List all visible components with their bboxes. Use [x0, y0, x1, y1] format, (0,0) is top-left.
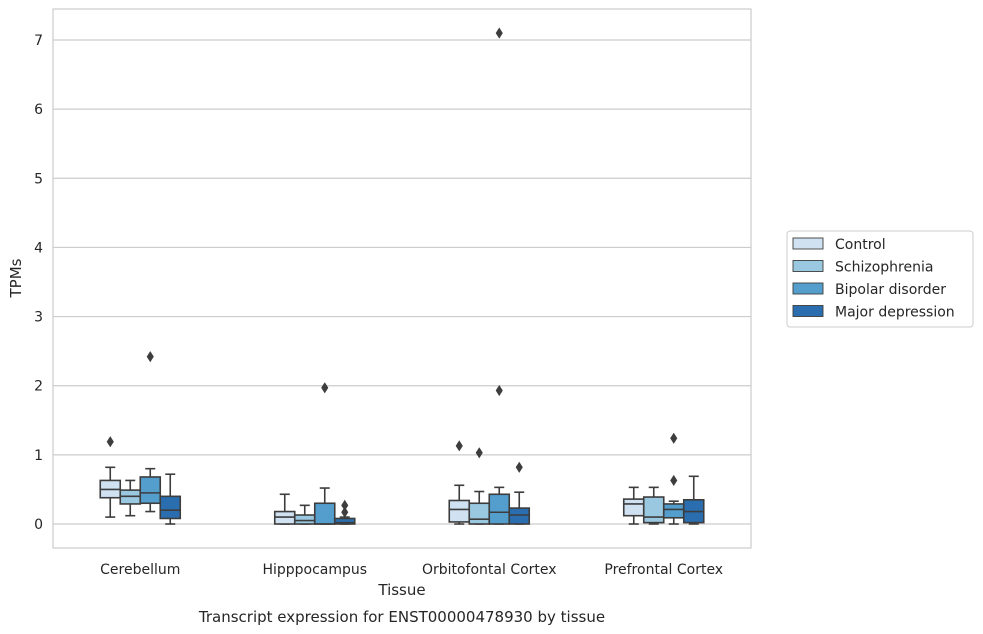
box-bipolar-disorder: [488, 27, 511, 525]
y-tick-label: 1: [34, 448, 43, 464]
legend-swatch: [792, 305, 824, 317]
outlier-marker: [321, 382, 329, 394]
box-plot-series: [99, 27, 705, 525]
x-tick-label: Hipppocampus: [262, 562, 367, 578]
y-tick-label: 4: [34, 240, 43, 256]
x-tick-label: Cerebellum: [100, 562, 180, 578]
box-control: [99, 436, 122, 518]
outlier-marker: [341, 499, 349, 511]
box-body: [508, 507, 531, 525]
box-schizophrenia: [468, 447, 491, 525]
box-control: [273, 493, 296, 525]
outlier-marker: [515, 461, 523, 473]
outlier-marker: [106, 436, 114, 448]
legend: Control Schizophrenia Bipolar disorder Majo…: [786, 230, 974, 328]
outlier-marker: [495, 384, 503, 397]
x-tick-label: Orbitofontal Cortex: [422, 562, 557, 578]
outlier-marker: [495, 27, 503, 39]
box-body: [313, 502, 336, 525]
x-axis-title: Tissue: [377, 581, 425, 599]
box-major-depression: [508, 461, 531, 525]
box-body: [139, 476, 162, 505]
chart-caption: Transcript expression for ENST0000047893…: [198, 608, 605, 626]
box-body: [468, 502, 491, 525]
gridlines: [53, 39, 751, 525]
legend-label: Bipolar disorder: [835, 282, 946, 298]
plot-frame: [52, 8, 752, 549]
box-bipolar-disorder: [139, 351, 162, 513]
x-tick-label: Prefrontal Cortex: [604, 562, 723, 578]
box-body: [333, 517, 356, 525]
box-major-depression: [682, 475, 705, 525]
box-major-depression: [159, 473, 182, 525]
box-bipolar-disorder: [662, 432, 685, 525]
box-schizophrenia: [293, 504, 316, 525]
box-body: [662, 503, 685, 519]
box-body: [448, 499, 471, 523]
legend-label: Major depression: [835, 305, 955, 321]
legend-label: Control: [835, 237, 886, 253]
y-tick-label: 5: [34, 171, 43, 187]
box-control: [448, 440, 471, 525]
legend-swatch: [792, 282, 824, 295]
box-control: [622, 486, 645, 525]
legend-label: Schizophrenia: [835, 260, 933, 276]
box-body: [488, 493, 511, 525]
outlier-marker: [475, 447, 483, 459]
box-major-depression: [333, 499, 356, 525]
box-schizophrenia: [119, 479, 142, 517]
outlier-marker: [670, 474, 678, 486]
y-tick-labels: 0 1 2 3 4 5 6 7: [34, 33, 43, 533]
y-tick-label: 6: [34, 102, 43, 118]
box-body: [159, 495, 182, 520]
box-body: [642, 496, 665, 524]
x-tick-labels: Cerebellum Hipppocampus Orbitofontal Corte…: [100, 562, 723, 578]
legend-frame: [786, 230, 974, 328]
y-tick-label: 3: [34, 310, 43, 326]
y-axis-title: TPMs: [7, 258, 25, 298]
box-body: [293, 514, 316, 525]
box-schizophrenia: [642, 486, 665, 525]
box-body: [622, 498, 645, 517]
y-tick-label: 7: [34, 33, 43, 49]
y-tick-label: 0: [34, 517, 43, 533]
y-tick-label: 2: [34, 379, 43, 395]
outlier-marker: [146, 351, 154, 363]
legend-swatch: [792, 237, 824, 250]
outlier-marker: [455, 440, 463, 452]
box-bipolar-disorder: [313, 382, 336, 525]
legend-swatch: [792, 260, 824, 272]
outlier-marker: [670, 432, 678, 444]
outlier-marker: [341, 506, 349, 518]
